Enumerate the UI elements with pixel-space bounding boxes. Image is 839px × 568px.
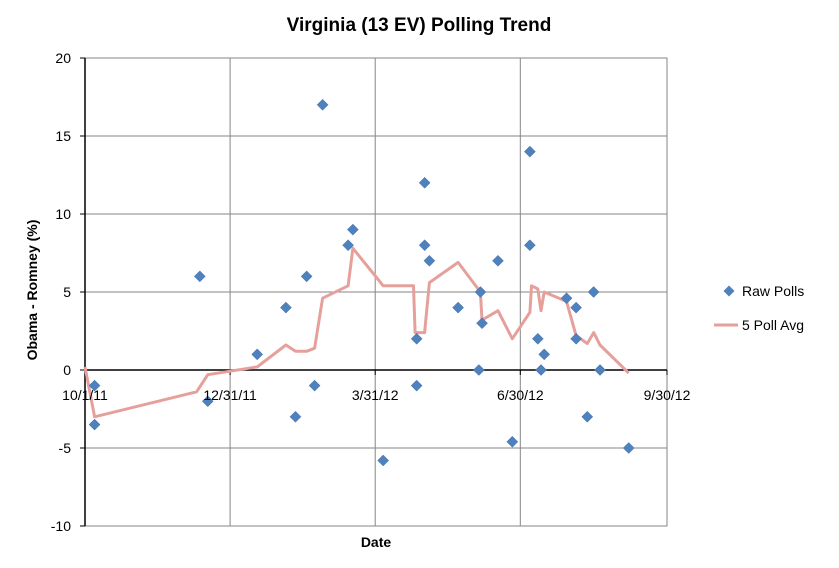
y-tick-label: 15	[55, 128, 71, 144]
raw-poll-point	[570, 301, 582, 314]
raw-poll-point	[594, 364, 606, 376]
raw-poll-point	[472, 364, 485, 376]
raw-poll-point	[560, 292, 573, 305]
legend-raw-polls-label: Raw Polls	[742, 283, 804, 299]
raw-poll-point	[410, 332, 423, 345]
legend: Raw Polls 5 Poll Avg	[714, 283, 804, 333]
raw-poll-point	[88, 418, 101, 431]
raw-poll-point	[201, 395, 214, 408]
raw-poll-point	[377, 454, 390, 467]
raw-poll-point	[300, 270, 313, 283]
y-axis-title: Obama - Romney (%)	[24, 220, 40, 361]
raw-poll-point	[423, 254, 436, 267]
raw-poll-point	[88, 379, 101, 392]
raw-poll-point	[342, 239, 354, 252]
raw-poll-point	[347, 223, 359, 236]
raw-poll-point	[492, 254, 504, 267]
raw-poll-point	[524, 239, 536, 252]
y-tick-label: 5	[63, 284, 71, 300]
raw-poll-point	[524, 145, 536, 158]
series-5-poll-avg	[83, 246, 630, 419]
y-tick-label: 20	[55, 50, 71, 66]
x-tick-label: 12/31/11	[203, 387, 257, 403]
raw-poll-point	[622, 442, 635, 454]
raw-poll-point	[570, 332, 582, 345]
x-tick-label: 9/30/12	[644, 387, 691, 403]
grid-lines	[85, 57, 667, 527]
raw-poll-point	[316, 98, 329, 111]
raw-poll-point	[538, 348, 551, 361]
x-tick-label: 6/30/12	[497, 387, 544, 403]
avg-line	[83, 246, 630, 419]
x-axis-title: Date	[361, 534, 392, 550]
axes	[80, 57, 668, 527]
y-tick-label: 0	[63, 362, 71, 378]
y-tick-label: -5	[59, 440, 72, 456]
x-tick-label: 3/31/12	[352, 387, 399, 403]
y-tick-label: 10	[55, 206, 71, 222]
raw-poll-point	[535, 364, 547, 376]
raw-poll-point	[251, 348, 264, 361]
raw-poll-point	[581, 410, 594, 423]
raw-poll-point	[531, 332, 544, 345]
tick-labels: -10 -5 0 5 10 15 20 10/1/11 12/31/11 3/31/12 6/30/…	[51, 50, 691, 534]
legend-raw-polls-marker	[723, 285, 735, 297]
raw-poll-point	[452, 301, 464, 314]
raw-poll-point	[418, 239, 431, 252]
series-raw-polls	[88, 98, 635, 467]
raw-poll-point	[474, 286, 487, 298]
raw-poll-point	[280, 301, 292, 314]
raw-poll-point	[476, 317, 488, 330]
y-tick-label: -10	[51, 518, 71, 534]
raw-poll-point	[506, 435, 519, 448]
raw-poll-point	[193, 270, 206, 283]
raw-poll-point	[587, 286, 600, 298]
raw-poll-point	[410, 379, 423, 392]
raw-poll-point	[308, 379, 321, 392]
raw-poll-point	[418, 176, 431, 189]
chart-title: Virginia (13 EV) Polling Trend	[287, 15, 552, 36]
x-tick-label: 10/1/11	[62, 387, 108, 403]
legend-avg-label: 5 Poll Avg	[742, 317, 804, 333]
raw-poll-point	[289, 410, 302, 423]
